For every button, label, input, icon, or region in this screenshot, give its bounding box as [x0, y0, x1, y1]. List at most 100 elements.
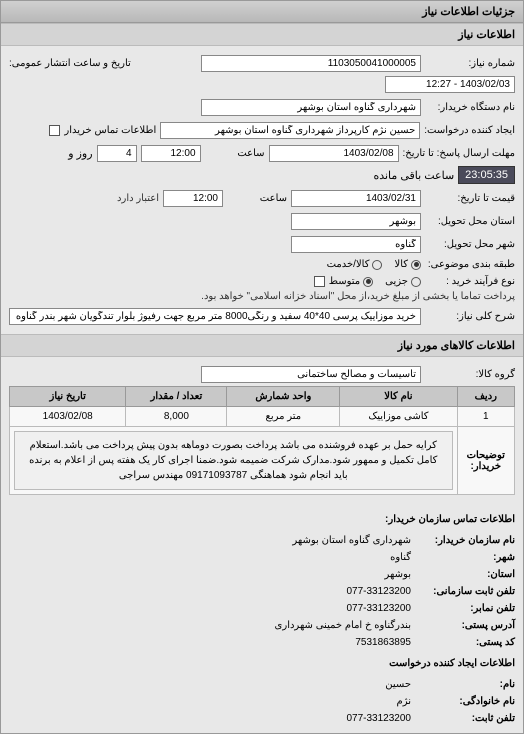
th-unit: واحد شمارش — [227, 387, 340, 407]
row-delivery: استان محل تحویل: — [9, 210, 515, 233]
contact-city-line: شهر:گناوه — [9, 549, 515, 566]
table-header-row: ردیف نام کالا واحد شمارش تعداد / مقدار ت… — [10, 387, 515, 407]
table-row: 1 کاشی موزاییک متر مربع 8,000 1403/02/08 — [10, 407, 515, 427]
deadline-label: مهلت ارسال پاسخ: تا تاریخ: — [403, 148, 515, 159]
row-purchase-type: نوع فرآیند خرید : جزیی متوسط پرداخت تمام… — [9, 273, 515, 305]
contact-province-label: استان: — [415, 566, 515, 583]
contact-lname-label: نام خانوادگی: — [415, 693, 515, 710]
delivery-province-label: استان محل تحویل: — [425, 216, 515, 227]
th-name: نام کالا — [340, 387, 457, 407]
desc-input[interactable] — [9, 308, 421, 325]
request-no-input[interactable] — [201, 55, 421, 72]
cell-idx: 1 — [457, 407, 514, 427]
details-window: جزئیات اطلاعات نیاز اطلاعات نیاز شماره ن… — [0, 0, 524, 734]
row-deadline: مهلت ارسال پاسخ: تا تاریخ: ساعت روز و 23… — [9, 142, 515, 187]
quote-hour-label: ساعت — [227, 193, 287, 204]
delivery-city-label: شهر محل تحویل: — [425, 239, 515, 250]
buyer-org-input[interactable] — [201, 99, 421, 116]
cell-need-date: 1403/02/08 — [10, 407, 126, 427]
deadline-hour-input[interactable] — [141, 145, 201, 162]
purchase-type-label: نوع فرآیند خرید : — [425, 276, 515, 287]
radio-dot-icon — [411, 277, 421, 287]
contact-city-label: شهر: — [415, 549, 515, 566]
request-no-label: شماره نیاز: — [425, 58, 515, 69]
quote-note: اعتبار دارد — [117, 193, 159, 204]
quote-date-input[interactable] — [291, 190, 421, 207]
deadline-date-input[interactable] — [269, 145, 399, 162]
row-goods-group: گروه کالا: — [9, 363, 515, 386]
delivery-province-input[interactable] — [291, 213, 421, 230]
contact-info-icon[interactable] — [49, 125, 60, 136]
row-buyer-org: نام دستگاه خریدار: — [9, 96, 515, 119]
contact-address: بندرگناوه خ امام خمینی شهرداری — [275, 617, 411, 634]
contact-lname: نژم — [397, 693, 412, 710]
contact-province-line: استان:بوشهر — [9, 566, 515, 583]
datetime-input[interactable] — [385, 76, 515, 93]
row-desc: شرح کلی نیاز: — [9, 305, 515, 328]
contact-postal-label: کد پستی: — [415, 634, 515, 651]
contact-cphone-label: تلفن ثابت: — [415, 710, 515, 727]
requester-input[interactable] — [160, 122, 420, 139]
remaining-time: 23:05:35 — [458, 166, 515, 184]
row-quote: قیمت تا تاریخ: ساعت اعتبار دارد — [9, 187, 515, 210]
row-request-no: شماره نیاز: تاریخ و ساعت انتشار عمومی: — [9, 52, 515, 96]
goods-group-input[interactable] — [201, 366, 421, 383]
quote-deadline-label: قیمت تا تاریخ: — [425, 193, 515, 204]
contact-address-line: آدرس پستی:بندرگناوه خ امام خمینی شهرداری — [9, 617, 515, 634]
classification-label: طبقه بندی موضوعی: — [425, 259, 515, 270]
quote-hour-input[interactable] — [163, 190, 223, 207]
contact-city: گناوه — [390, 549, 411, 566]
contact-address-label: آدرس پستی: — [415, 617, 515, 634]
row-requester: ایجاد کننده درخواست: اطلاعات تماس خریدار — [9, 119, 515, 142]
th-need-date: تاریخ نیاز — [10, 387, 126, 407]
contact-cphone-line: تلفن ثابت:077-33123200 — [9, 710, 515, 727]
datetime-label: تاریخ و ساعت انتشار عمومی: — [9, 58, 131, 69]
cell-unit: متر مربع — [227, 407, 340, 427]
buyer-desc-text: کرایه حمل بر عهده فروشنده می باشد پرداخت… — [14, 431, 453, 490]
desc-label: شرح کلی نیاز: — [425, 311, 515, 322]
th-row: ردیف — [457, 387, 514, 407]
radio-dot-icon — [411, 260, 421, 270]
window-title: جزئیات اطلاعات نیاز — [1, 1, 523, 23]
deadline-hour-label: ساعت — [205, 148, 265, 159]
contact-org-line: نام سازمان خریدار:شهرداری گناوه استان بو… — [9, 532, 515, 549]
table-desc-row: توضیحات خریدار: کرایه حمل بر عهده فروشند… — [10, 427, 515, 495]
classification-radios: کالا کالا/خدمت — [327, 259, 421, 270]
contact-info-label: اطلاعات تماس خریدار — [64, 125, 156, 136]
row-delivery-city: شهر محل تحویل: — [9, 233, 515, 256]
radio-motevaset[interactable]: متوسط — [329, 276, 373, 287]
contact-fax-line: تلفن نمابر:077-33123200 — [9, 600, 515, 617]
purchase-type-radios: جزیی متوسط — [329, 276, 421, 287]
row-classification: طبقه بندی موضوعی: کالا کالا/خدمت — [9, 256, 515, 273]
contact-header: اطلاعات تماس سازمان خریدار: — [9, 507, 515, 532]
remaining-days-label: روز و — [68, 147, 92, 160]
creator-header: اطلاعات ایجاد کننده درخواست — [9, 651, 515, 676]
contact-fname: حسین — [385, 676, 411, 693]
remaining-days-input[interactable] — [97, 145, 137, 162]
contact-phone-label: تلفن ثابت سازمانی: — [415, 583, 515, 600]
contact-phone-line: تلفن ثابت سازمانی:077-33123200 — [9, 583, 515, 600]
contact-postal: 7531863895 — [355, 634, 411, 651]
contact-postal-line: کد پستی:7531863895 — [9, 634, 515, 651]
goods-group-label: گروه کالا: — [425, 369, 515, 380]
contact-fax-label: تلفن نمابر: — [415, 600, 515, 617]
contact-fname-label: نام: — [415, 676, 515, 693]
info-section: شماره نیاز: تاریخ و ساعت انتشار عمومی: ن… — [1, 46, 523, 334]
remaining-time-label: ساعت باقی مانده — [373, 169, 454, 182]
buyer-desc-cell: کرایه حمل بر عهده فروشنده می باشد پرداخت… — [10, 427, 458, 495]
contact-cphone: 077-33123200 — [346, 710, 411, 727]
requester-label: ایجاد کننده درخواست: — [424, 125, 515, 136]
contact-phone: 077-33123200 — [346, 583, 411, 600]
contact-fname-line: نام:حسین — [9, 676, 515, 693]
th-qty: تعداد / مقدار — [126, 387, 227, 407]
buyer-org-label: نام دستگاه خریدار: — [425, 102, 515, 113]
cell-qty: 8,000 — [126, 407, 227, 427]
delivery-city-input[interactable] — [291, 236, 421, 253]
radio-khadamat[interactable]: کالا/خدمت — [327, 259, 383, 270]
treasury-checkbox[interactable] — [314, 276, 325, 287]
section-header-goods: اطلاعات کالاهای مورد نیاز — [1, 334, 523, 357]
radio-kala[interactable]: کالا — [394, 259, 421, 270]
radio-jozi[interactable]: جزیی — [385, 276, 421, 287]
radio-dot-icon — [372, 260, 382, 270]
goods-section: گروه کالا: ردیف نام کالا واحد شمارش تعدا… — [1, 357, 523, 501]
